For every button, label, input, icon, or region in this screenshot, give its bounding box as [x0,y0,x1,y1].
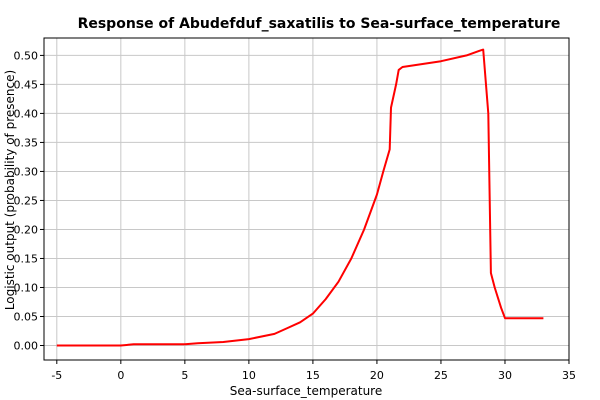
y-tick-label: 0.25 [14,194,39,207]
plot-frame [43,37,570,361]
x-tick-label: 30 [498,369,512,382]
y-tick-label: 0.35 [14,136,39,149]
y-axis-label: Logistic output (probability of presence… [3,70,17,310]
x-tick-label: 35 [562,369,576,382]
x-tick-label: 25 [434,369,448,382]
x-tick-label: 15 [306,369,320,382]
response-curve-line [56,48,544,347]
y-tick-label: 0.15 [14,252,39,265]
y-tick-label: 0.20 [14,223,39,236]
y-tick-label: 0.05 [14,310,39,323]
y-tick-label: 0.50 [14,49,39,62]
y-tick-label: 0.10 [14,281,39,294]
y-tick-label: 0.00 [14,339,39,352]
x-axis-label: Sea-surface_temperature [230,384,382,398]
y-tick-label: 0.40 [14,107,39,120]
chart-title: Response of Abudefduf_saxatilis to Sea-s… [78,16,561,32]
y-tick-label: 0.45 [14,78,39,91]
y-axis-ticks: 0.00 0.05 0.10 0.15 0.20 0.25 0.30 0.35 0.40 0.45… [14,49,44,352]
x-tick-label: 20 [370,369,384,382]
grid [44,38,570,360]
x-tick-label: 5 [181,369,188,382]
y-tick-label: 0.30 [14,165,39,178]
x-axis-ticks: -5 0 5 10 15 20 25 30 35 [51,360,576,382]
series-group [56,48,544,347]
x-tick-label: 0 [117,369,124,382]
x-tick-label: 10 [242,369,256,382]
x-tick-label: -5 [51,369,62,382]
